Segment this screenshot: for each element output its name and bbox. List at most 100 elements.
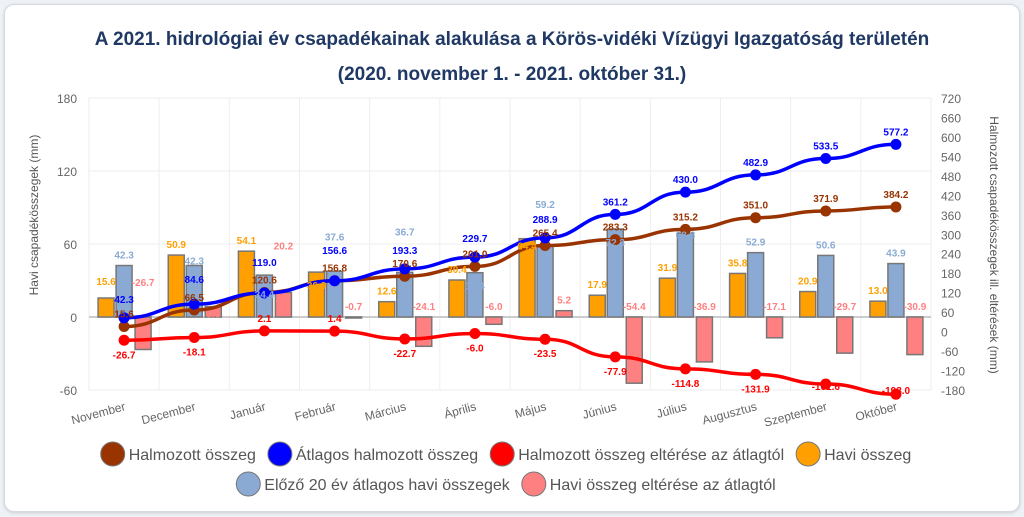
data-point xyxy=(399,263,411,275)
x-tick-label: Június xyxy=(581,399,618,422)
y-tick-right: 60 xyxy=(941,306,955,320)
line-data-label: 201.0 xyxy=(462,249,487,260)
bar-data-label: 12.6 xyxy=(377,287,397,298)
bar-data-label: 37.6 xyxy=(325,232,345,243)
x-tick-label: Május xyxy=(513,399,548,421)
bar-data-label: -54.4 xyxy=(623,302,646,313)
bar-data-label: 59.2 xyxy=(535,200,555,211)
data-point xyxy=(750,169,762,181)
y-tick-right: 660 xyxy=(941,111,961,125)
legend-marker xyxy=(521,471,547,497)
bar-data-label: 42.3 xyxy=(114,251,134,262)
bar xyxy=(378,300,396,318)
bar-data-label: 50.6 xyxy=(816,240,836,251)
y-axis-right-label: Halmozott csapadékösszegek ill. eltérése… xyxy=(987,116,1001,373)
legend-label: Előző 20 év átlagos havi összegek xyxy=(264,477,510,494)
bar xyxy=(887,262,905,318)
bar-data-label: 13.0 xyxy=(868,286,888,297)
bar-data-label: 15.6 xyxy=(96,277,116,288)
y-tick-right: 540 xyxy=(941,150,961,164)
data-point xyxy=(188,331,200,343)
line-data-label: 265.4 xyxy=(533,228,558,239)
x-tick-label: Július xyxy=(655,399,688,420)
bar-data-label: 72.3 xyxy=(606,238,626,249)
y-tick-right: 600 xyxy=(941,131,961,145)
x-tick-label: November xyxy=(70,399,127,427)
line-data-label: 156.6 xyxy=(322,246,347,257)
bar xyxy=(555,309,573,318)
bar xyxy=(415,316,433,348)
x-tick-label: December xyxy=(140,399,197,427)
data-point xyxy=(890,388,902,400)
y-tick-left: 120 xyxy=(57,165,77,179)
bar xyxy=(695,316,714,363)
data-point xyxy=(329,275,341,287)
bar-data-label: 20.9 xyxy=(798,277,818,288)
y-tick-right: 180 xyxy=(941,267,961,281)
data-point xyxy=(118,312,130,324)
line-data-label: -26.7 xyxy=(113,350,136,361)
data-point xyxy=(750,212,762,224)
bar xyxy=(728,272,747,318)
line-data-label: 1.4 xyxy=(328,314,342,325)
bar xyxy=(167,254,185,318)
bar xyxy=(625,316,643,384)
data-point xyxy=(188,298,200,310)
line-data-label: -131.9 xyxy=(741,384,770,395)
y-tick-right: 480 xyxy=(941,170,961,184)
bar-data-label: 50.9 xyxy=(167,240,187,251)
bar xyxy=(344,316,363,319)
line-data-label: -6.0 xyxy=(466,344,484,355)
line-data-label: -193.0 xyxy=(882,386,911,397)
y-tick-right: 300 xyxy=(941,228,961,242)
data-point xyxy=(890,138,902,150)
bar xyxy=(869,300,887,318)
line-data-label: 577.2 xyxy=(883,127,908,138)
data-point xyxy=(820,378,832,390)
bar-data-label: 54.1 xyxy=(237,236,257,247)
bar xyxy=(536,244,554,318)
data-point xyxy=(750,368,762,380)
line-data-label: 84.6 xyxy=(185,275,205,286)
line-data-label: 119.0 xyxy=(252,258,277,269)
line-data-label: 384.2 xyxy=(883,190,908,201)
legend-marker xyxy=(795,441,821,467)
line-data-label: 42.3 xyxy=(114,295,134,306)
bar-data-label: -17.1 xyxy=(763,302,786,313)
line-data-label: -77.9 xyxy=(604,367,627,378)
chart-title: A 2021. hidrológiai év csapadékainak ala… xyxy=(95,29,930,50)
y-tick-right: 0 xyxy=(941,326,948,340)
bar-data-label: -26.7 xyxy=(132,278,155,289)
data-point xyxy=(258,287,270,299)
bar-data-label: 17.9 xyxy=(588,280,608,291)
bar-data-label: 34.4 xyxy=(255,290,275,301)
series-line xyxy=(124,142,896,320)
line-data-label: 430.0 xyxy=(673,175,698,186)
data-point xyxy=(469,328,481,340)
y-tick-right: 360 xyxy=(941,209,961,223)
line-data-label: 482.9 xyxy=(743,158,768,169)
data-point xyxy=(679,363,691,375)
line-data-label: -18.1 xyxy=(183,347,206,358)
bar xyxy=(97,297,115,318)
data-point xyxy=(609,351,621,363)
bar-data-label: 30.4 xyxy=(447,265,467,276)
data-point xyxy=(258,325,270,337)
data-point xyxy=(820,205,832,217)
line-data-label: -161.6 xyxy=(812,382,841,393)
bar-data-label: 20.2 xyxy=(274,241,294,252)
legend-marker xyxy=(267,441,293,467)
bar-data-label: -6.0 xyxy=(485,302,503,313)
line-data-label: 120.6 xyxy=(252,275,277,286)
line-data-label: 193.3 xyxy=(392,246,417,257)
data-point xyxy=(469,251,481,263)
line-data-label: 533.5 xyxy=(813,142,838,153)
bar-data-label: -36.9 xyxy=(693,302,716,313)
bar-data-label: 35.8 xyxy=(728,258,748,269)
data-point xyxy=(539,333,551,345)
bar-data-label: 8.6 xyxy=(206,310,220,321)
x-tick-label: Október xyxy=(854,399,899,424)
line-data-label: 170.6 xyxy=(392,259,417,270)
line-data-label: 288.9 xyxy=(533,215,558,226)
bar-data-label: 64.4 xyxy=(517,242,537,253)
